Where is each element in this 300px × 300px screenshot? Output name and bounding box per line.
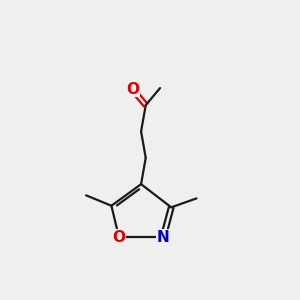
Text: O: O (112, 230, 125, 245)
Text: O: O (126, 82, 139, 97)
Text: N: N (157, 230, 169, 245)
